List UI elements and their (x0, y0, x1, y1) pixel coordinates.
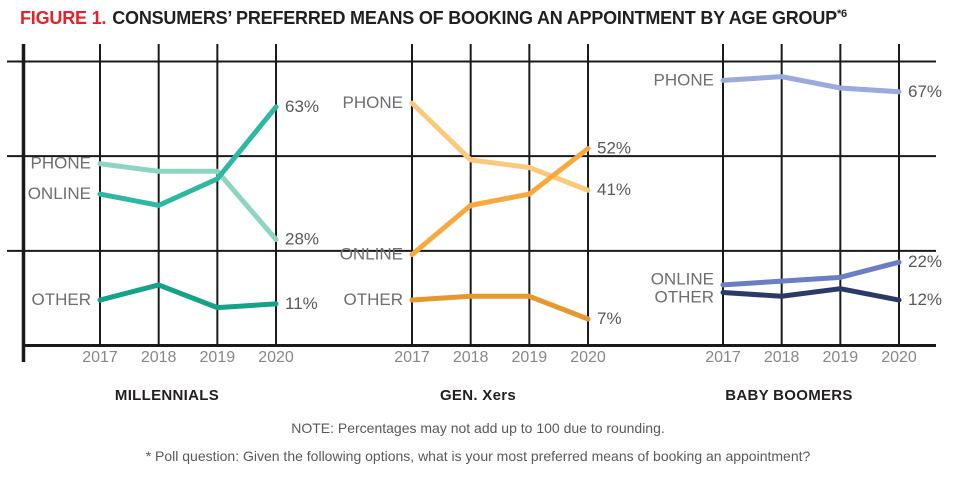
year-label: 2020 (881, 349, 917, 366)
value-label-other: 11% (285, 294, 318, 313)
series-label-online: ONLINE (340, 245, 403, 264)
series-line-online (720, 259, 902, 288)
year-label: 2020 (570, 349, 606, 366)
year-label: 2018 (453, 349, 489, 366)
figure-title: FIGURE 1. CONSUMERS’ PREFERRED MEANS OF B… (20, 8, 847, 29)
series-label-online: ONLINE (28, 184, 91, 203)
series-line-other (720, 286, 902, 303)
year-label: 2018 (141, 349, 177, 366)
series-line-phone (720, 74, 902, 95)
figure-label: FIGURE 1. (20, 8, 107, 28)
value-label-online: 22% (908, 252, 942, 271)
figure-footnote-marker: *6 (836, 8, 847, 20)
series-label-phone: PHONE (343, 93, 403, 112)
year-label: 2018 (764, 349, 800, 366)
series-line-phone (97, 161, 279, 242)
series-label-other: OTHER (655, 288, 715, 307)
value-label-other: 7% (597, 309, 622, 328)
series-line-other (409, 293, 591, 322)
value-label-phone: 67% (908, 82, 942, 101)
value-label-phone: 41% (597, 180, 631, 199)
panel-caption: GEN. Xers (440, 387, 516, 404)
poll-question-note: * Poll question: Given the following opt… (145, 448, 811, 464)
year-label: 2017 (705, 349, 741, 366)
series-label-phone: PHONE (654, 70, 714, 89)
chart-note: NOTE: Percentages may not add up to 100 … (291, 420, 665, 436)
line-chart: 2017 2018 2019 2020PHONEONLINEOTHER63%28%11… (7, 44, 942, 404)
panel-caption: BABY BOOMERS (725, 387, 853, 404)
year-label: 2017 (82, 349, 118, 366)
value-label-phone: 28% (285, 229, 319, 248)
year-label: 2019 (823, 349, 859, 366)
series-label-other: OTHER (344, 290, 404, 309)
value-label-online: 63% (285, 97, 319, 116)
series-label-phone: PHONE (31, 154, 91, 173)
series-label-other: OTHER (32, 290, 92, 309)
year-label: 2020 (258, 349, 294, 366)
series-line-other (97, 282, 279, 311)
series-line-online (97, 104, 279, 208)
panel-caption: MILLENNIALS (115, 387, 219, 404)
value-label-online: 52% (597, 139, 631, 158)
year-label: 2019 (200, 349, 236, 366)
chart-area: 2017 2018 2019 2020 PHONE ONLINE OTHER 63% 28% 11… (7, 44, 942, 404)
year-label: 2019 (512, 349, 548, 366)
year-label: 2017 (394, 349, 430, 366)
series-line-phone (409, 100, 591, 193)
series-line-online (409, 146, 591, 258)
series-label-online: ONLINE (651, 270, 714, 289)
value-label-other: 12% (908, 290, 942, 309)
figure-title-text: CONSUMERS’ PREFERRED MEANS OF BOOKING AN… (112, 8, 837, 28)
